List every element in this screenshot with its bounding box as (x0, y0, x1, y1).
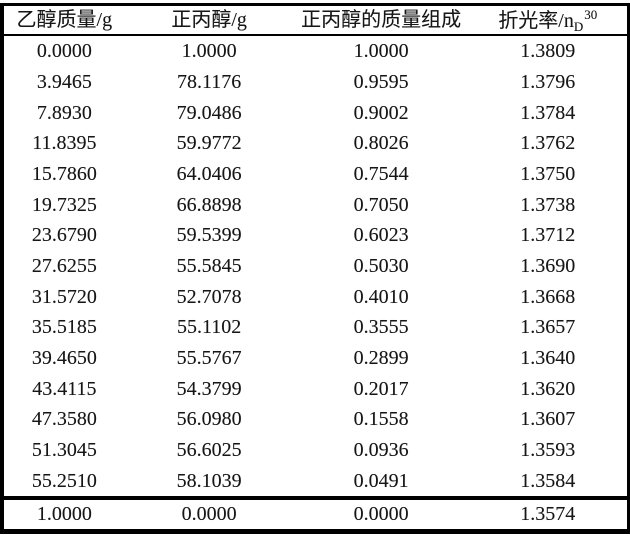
cell: 47.3580 (31, 408, 97, 431)
cell: 19.7325 (31, 193, 97, 216)
col-header-propanol-mass-label: 正丙醇/g (171, 9, 247, 31)
cell: 15.7860 (31, 162, 97, 185)
cell: 1.3712 (520, 224, 576, 247)
cell: 1.3796 (520, 70, 576, 93)
table-row: 15.7860 64.0406 0.7544 1.3750 (2, 159, 629, 190)
cell: 0.2017 (353, 377, 409, 400)
table-row: 47.3580 56.0980 0.1558 1.3607 (2, 404, 629, 435)
cell: 39.4650 (31, 346, 97, 369)
cell: 0.0491 (353, 469, 409, 492)
cell: 0.6023 (353, 224, 409, 247)
table-footer-row: 1.0000 0.0000 0.0000 1.3574 (2, 495, 629, 532)
table-row: 51.3045 56.6025 0.0936 1.3593 (2, 435, 629, 466)
cell: 1.3690 (520, 254, 576, 277)
cell: 55.5767 (176, 346, 242, 369)
cell: 55.5845 (176, 254, 242, 277)
cell: 1.3640 (520, 346, 576, 369)
cell: 78.1176 (177, 70, 242, 93)
cell: 1.3762 (520, 132, 576, 155)
cell: 1.0000 (181, 40, 237, 63)
cell: 31.5720 (31, 285, 97, 308)
cell: 35.5185 (31, 316, 97, 339)
cell: 1.3668 (520, 285, 576, 308)
cell: 0.1558 (353, 408, 409, 431)
cell: 43.4115 (32, 377, 97, 400)
cell: 0.3555 (353, 316, 409, 339)
col-header-propanol-mass-fraction: 正丙醇的质量组成 (293, 4, 469, 36)
cell: 55.2510 (31, 469, 97, 492)
table-row: 31.5720 52.7078 0.4010 1.3668 (2, 281, 629, 312)
refractive-index-label-prefix: 折光率/n (498, 9, 574, 32)
table-row: 11.8395 59.9772 0.8026 1.3762 (2, 128, 629, 159)
cell: 0.2899 (353, 346, 409, 369)
cell: 79.0486 (176, 101, 242, 124)
cell: 0.0936 (353, 438, 409, 461)
col-header-refractive-index: 折光率/nD30 (468, 4, 629, 36)
table-row: 23.6790 59.5399 0.6023 1.3712 (2, 220, 629, 251)
refractive-index-subscript-d: D (573, 18, 584, 34)
table-row: 43.4115 54.3799 0.2017 1.3620 (2, 373, 629, 404)
refractive-index-data-table: 乙醇质量/g 正丙醇/g 正丙醇的质量组成 折光率/nD30 0.0000 1.0… (0, 3, 630, 534)
cell: 59.5399 (176, 224, 242, 247)
cell: 1.3738 (520, 193, 576, 216)
cell: 0.7050 (353, 193, 409, 216)
table-row: 3.9465 78.1176 0.9595 1.3796 (2, 67, 629, 98)
table-footer-body: 1.0000 0.0000 0.0000 1.3574 (2, 495, 629, 532)
table-body: 0.0000 1.0000 1.0000 1.3809 3.9465 78.1176 0.9… (2, 35, 629, 498)
table-header: 乙醇质量/g 正丙醇/g 正丙醇的质量组成 折光率/nD30 (2, 4, 629, 36)
cell: 0.0000 (293, 495, 469, 532)
col-header-ethanol-mass: 乙醇质量/g (2, 4, 125, 36)
cell: 0.0000 (36, 40, 92, 63)
cell: 66.8898 (176, 193, 242, 216)
table-row: 39.4650 55.5767 0.2899 1.3640 (2, 343, 629, 374)
cell: 58.1039 (176, 469, 242, 492)
cell: 56.6025 (176, 438, 242, 461)
cell: 64.0406 (176, 162, 242, 185)
cell: 1.0000 (2, 495, 125, 532)
cell: 52.7078 (176, 285, 242, 308)
cell: 1.3607 (520, 408, 576, 431)
table-page: 乙醇质量/g 正丙醇/g 正丙醇的质量组成 折光率/nD30 0.0000 1.0… (0, 3, 630, 537)
col-header-propanol-mass-fraction-label: 正丙醇的质量组成 (301, 9, 462, 31)
col-header-ethanol-mass-label: 乙醇质量/g (16, 9, 113, 31)
cell: 11.8395 (32, 132, 97, 155)
cell: 59.9772 (176, 132, 242, 155)
cell: 55.1102 (177, 316, 242, 339)
cell: 0.4010 (353, 285, 409, 308)
cell: 23.6790 (31, 224, 97, 247)
cell: 1.0000 (353, 40, 409, 63)
table-row: 35.5185 55.1102 0.3555 1.3657 (2, 312, 629, 343)
header-row: 乙醇质量/g 正丙醇/g 正丙醇的质量组成 折光率/nD30 (2, 4, 629, 36)
cell: 7.8930 (36, 101, 92, 124)
cell: 0.9595 (353, 70, 409, 93)
cell: 0.5030 (353, 254, 409, 277)
cell: 51.3045 (31, 438, 97, 461)
cell: 27.6255 (31, 254, 97, 277)
table-row: 27.6255 55.5845 0.5030 1.3690 (2, 251, 629, 282)
cell: 56.0980 (176, 408, 242, 431)
cell: 1.3657 (520, 316, 576, 339)
cell: 0.0000 (124, 495, 294, 532)
table-row: 7.8930 79.0486 0.9002 1.3784 (2, 97, 629, 128)
cell: 0.7544 (353, 162, 409, 185)
table-row: 55.2510 58.1039 0.0491 1.3584 (2, 465, 629, 498)
cell: 54.3799 (176, 377, 242, 400)
cell: 1.3809 (520, 40, 576, 63)
cell: 1.3584 (520, 469, 576, 492)
table-row: 0.0000 1.0000 1.0000 1.3809 (2, 35, 629, 67)
table-row: 19.7325 66.8898 0.7050 1.3738 (2, 189, 629, 220)
cell: 1.3593 (520, 438, 576, 461)
cell: 1.3574 (468, 495, 629, 532)
cell: 3.9465 (36, 70, 92, 93)
cell: 1.3750 (520, 162, 576, 185)
cell: 0.9002 (353, 101, 409, 124)
refractive-index-superscript-30: 30 (584, 6, 598, 22)
cell: 1.3620 (520, 377, 576, 400)
col-header-propanol-mass: 正丙醇/g (124, 4, 294, 36)
cell: 1.3784 (520, 101, 576, 124)
cell: 0.8026 (353, 132, 409, 155)
